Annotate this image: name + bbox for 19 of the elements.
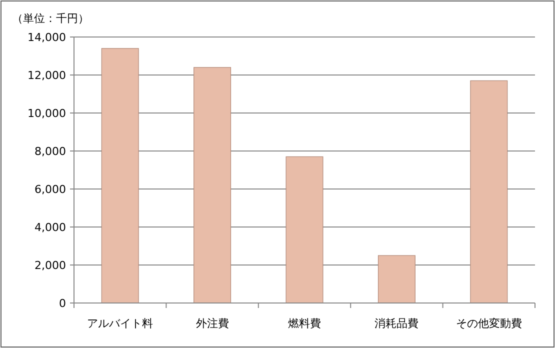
bar — [470, 80, 508, 304]
y-tick-label: 10,000 — [28, 106, 66, 120]
y-tick-label: 8,000 — [34, 144, 66, 158]
bar — [378, 255, 416, 304]
y-tick-label: 2,000 — [34, 258, 66, 272]
y-tick-label: 4,000 — [34, 220, 66, 234]
y-tick-label: 6,000 — [34, 182, 66, 196]
x-tick-label: 消耗品費 — [374, 317, 419, 330]
x-tick-label: その他変動費 — [456, 317, 522, 330]
x-tick-label: 燃料費 — [288, 317, 321, 330]
bar — [194, 67, 232, 304]
y-tick-label: 12,000 — [28, 68, 66, 82]
y-tick-label: 0 — [59, 296, 66, 310]
x-tick-label: アルバイト料 — [87, 317, 154, 330]
bar — [286, 156, 324, 304]
y-axis-title: （単位：千円） — [12, 12, 89, 25]
y-tick-label: 14,000 — [28, 30, 66, 44]
x-tick-label: 外注費 — [196, 317, 229, 330]
bar — [101, 48, 139, 304]
